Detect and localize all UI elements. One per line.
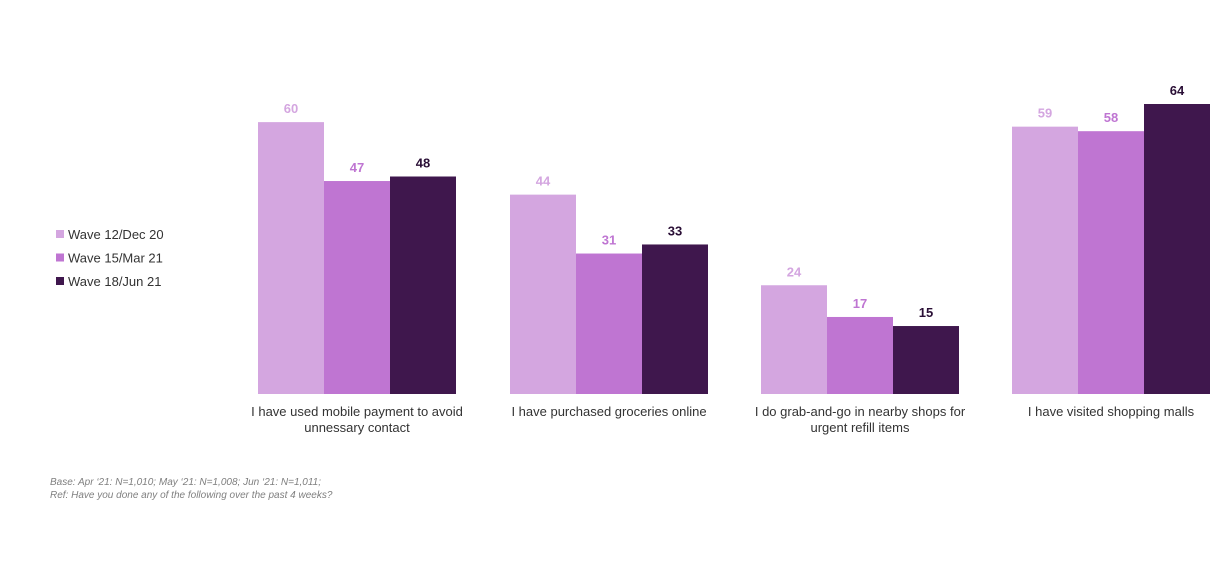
category-label-1: I have used mobile payment to avoid unnes…	[251, 404, 463, 435]
value-label-series2-cat4: 58	[1104, 110, 1118, 125]
value-label-series2-cat1: 47	[350, 160, 364, 175]
value-label-series3-cat1: 48	[416, 156, 430, 171]
bar-series1-cat2	[510, 194, 576, 394]
legend-label-1: Wave 12/Dec 20	[68, 227, 164, 242]
bar-series3-cat1	[390, 176, 456, 394]
legend-swatch-3	[56, 277, 64, 285]
bar-series1-cat4	[1012, 126, 1078, 394]
bar-series2-cat2	[576, 253, 642, 394]
footnote-base: Base: Apr ‘21: N=1,010; May ‘21: N=1,008…	[50, 477, 322, 488]
bar-series1-cat3	[761, 285, 827, 394]
category-label-3: I do grab-and-go in nearby shops for urge…	[755, 404, 966, 435]
value-label-series2-cat3: 17	[853, 296, 867, 311]
bar-series3-cat4	[1144, 104, 1210, 394]
bar-series3-cat3	[893, 326, 959, 394]
value-label-series1-cat2: 44	[536, 174, 551, 189]
bar-series2-cat1	[324, 181, 390, 394]
bar-series3-cat2	[642, 244, 708, 394]
category-label-4: I have visited shopping malls	[1028, 404, 1195, 419]
bar-series2-cat3	[827, 316, 893, 394]
value-label-series3-cat4: 64	[1170, 83, 1185, 98]
category-label-2: I have purchased groceries online	[511, 404, 706, 419]
legend-swatch-2	[56, 253, 64, 262]
value-label-series1-cat3: 24	[787, 264, 802, 279]
value-label-series1-cat4: 59	[1038, 106, 1052, 121]
footnote-ref: Ref: Have you done any of the following …	[50, 490, 333, 501]
legend-label-3: Wave 18/Jun 21	[68, 274, 161, 289]
value-label-series3-cat3: 15	[919, 305, 933, 320]
bar-series2-cat4	[1078, 131, 1144, 394]
value-label-series3-cat2: 33	[668, 223, 682, 238]
legend-swatch-1	[56, 230, 64, 238]
value-label-series2-cat2: 31	[602, 233, 616, 248]
bar-series1-cat1	[258, 122, 324, 394]
legend-label-2: Wave 15/Mar 21	[68, 251, 163, 266]
value-label-series1-cat1: 60	[284, 101, 298, 116]
